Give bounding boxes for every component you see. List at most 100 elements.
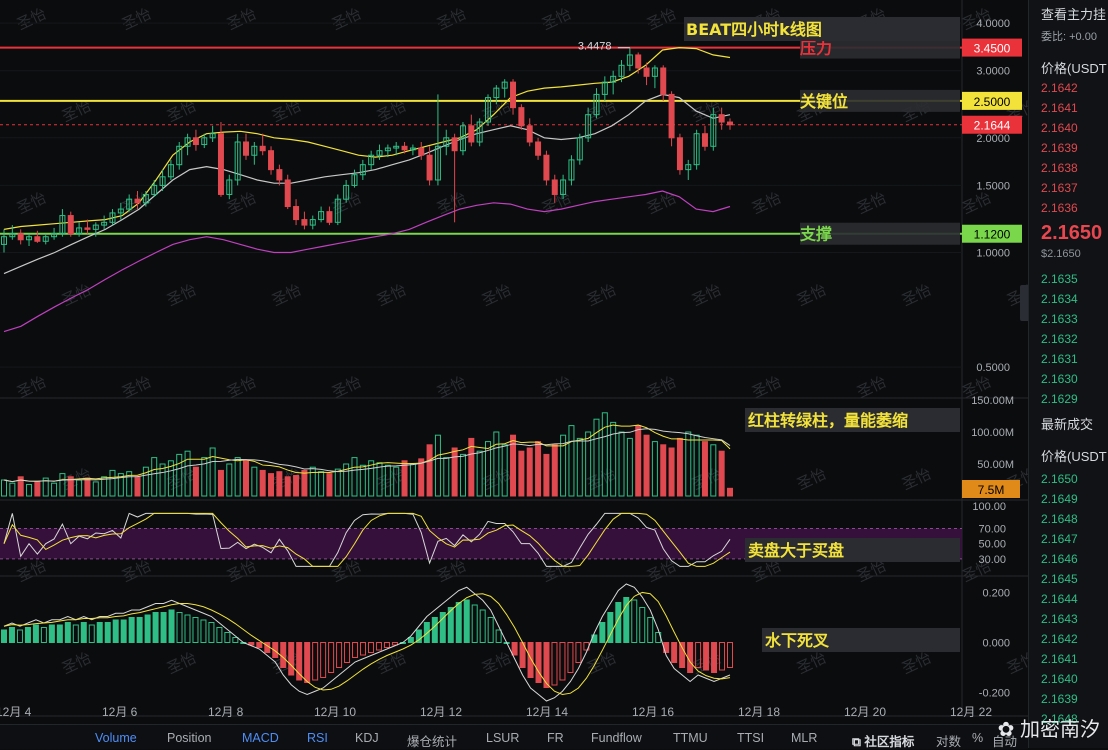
watermark-text: 圣怡 — [1005, 650, 1028, 678]
candle-body — [568, 159, 575, 181]
volume-bar — [101, 476, 108, 497]
watermark-text: 圣怡 — [330, 374, 364, 402]
level-value-bg — [962, 224, 1022, 243]
watermark-text: 圣怡 — [540, 374, 574, 402]
macd-bar — [695, 642, 702, 668]
volume-bar — [668, 447, 675, 497]
volume-bar — [693, 434, 700, 497]
bid-list: 2.1635 2.1634 2.1633 2.1632 2.1631 2.1630 2.16… — [1041, 269, 1078, 409]
candle-body — [92, 224, 99, 230]
price-tick: 1.0000 — [976, 247, 1010, 259]
macd-tick: -0.200 — [979, 688, 1010, 700]
candle-body — [67, 215, 74, 235]
tab-percent-scale[interactable]: % — [972, 731, 984, 745]
watermark-text: 圣怡 — [330, 6, 364, 34]
candle-body — [359, 164, 366, 176]
macd-bar — [168, 609, 175, 643]
macd-bar — [40, 627, 47, 643]
rsi-annotation: 卖盘大于买盘 — [748, 541, 844, 560]
bid-price: 2.1635 — [1041, 272, 1078, 286]
level-value: 3.4500 — [974, 42, 1011, 56]
candle-body — [243, 141, 249, 156]
macd-bar — [136, 617, 143, 643]
watermark-text: 圣怡 — [900, 650, 934, 678]
macd-bar — [88, 624, 95, 643]
volume-bar — [485, 441, 491, 497]
volume-tick: 150.00M — [971, 395, 1014, 407]
tab-kdj[interactable]: KDJ — [355, 731, 379, 745]
level-label: 关键位 — [800, 92, 848, 111]
macd-bar — [176, 612, 183, 643]
trade-price: 2.1650 — [1041, 472, 1078, 486]
tab-ttmu[interactable]: TTMU — [673, 731, 708, 745]
volume-bar — [401, 460, 408, 497]
tab-fundflow[interactable]: Fundflow — [591, 731, 642, 745]
watermark-text: 圣怡 — [435, 6, 469, 34]
recent-trades-title[interactable]: 最新成交 — [1041, 417, 1094, 432]
ask-price: 2.1637 — [1041, 181, 1078, 195]
tab-volume[interactable]: Volume — [95, 731, 137, 745]
x-tick: 12月 12 — [420, 705, 462, 719]
volume-bar — [109, 469, 116, 497]
macd-tick: 0.200 — [982, 588, 1010, 600]
tab-macd[interactable]: MACD — [242, 731, 279, 745]
volume-bar — [551, 444, 558, 497]
tab-liquidation-stats[interactable]: 爆仓统计 — [407, 735, 458, 749]
order-book-title: 查看主力挂 — [1041, 7, 1107, 22]
chart-title: BEAT四小时k线图 — [686, 20, 822, 39]
volume-bar — [451, 447, 458, 497]
ma-white-line — [3, 93, 731, 275]
candle-body — [618, 64, 625, 77]
volume-tick: 50.00M — [977, 459, 1014, 471]
candle-body — [526, 125, 533, 143]
tab-community-indicators[interactable]: ⧉ 社区指标 — [852, 735, 915, 749]
macd-bar — [487, 617, 494, 643]
ask-price: 2.1641 — [1041, 101, 1078, 115]
trade-price: 2.1645 — [1041, 572, 1078, 586]
candle-body — [485, 97, 491, 123]
macd-bar — [511, 642, 518, 656]
volume-bar — [209, 447, 216, 497]
candle-body — [643, 67, 650, 77]
watermark-text: 圣怡 — [15, 374, 49, 402]
ask-price: 2.1636 — [1041, 201, 1078, 215]
volume-bar — [610, 421, 617, 497]
macd-bar — [312, 642, 319, 681]
macd-bar — [192, 617, 199, 643]
tab-fr[interactable]: FR — [547, 731, 564, 745]
watermark-text: 圣怡 — [120, 374, 154, 402]
level-label-bg — [800, 89, 960, 112]
volume-bar — [67, 476, 74, 497]
candle-body — [101, 221, 108, 226]
tab-position[interactable]: Position — [167, 731, 212, 745]
macd-bar — [1, 629, 7, 643]
current-price-label: 2.1644 — [974, 119, 1011, 133]
macd-bar — [248, 642, 255, 646]
candle-body — [84, 227, 91, 230]
rsi-tick: 70.00 — [978, 524, 1006, 536]
trade-price: 2.1644 — [1041, 592, 1078, 606]
tab-auto-scale[interactable]: 自动 — [992, 735, 1018, 749]
ask-price: 2.1639 — [1041, 141, 1078, 155]
watermark-text: 圣怡 — [900, 466, 934, 494]
volume-bar — [585, 431, 592, 497]
watermark-text: 圣怡 — [15, 190, 49, 218]
panel-collapse-handle[interactable] — [1020, 285, 1028, 321]
ma-yellow-line — [3, 46, 731, 230]
watermark-text: 圣怡 — [330, 190, 364, 218]
tab-ttsi[interactable]: TTSI — [737, 731, 765, 745]
tab-lsur[interactable]: LSUR — [486, 731, 520, 745]
candle-body — [59, 215, 66, 235]
candle-body — [727, 121, 733, 126]
macd-bar — [320, 642, 327, 678]
macd-bar — [8, 627, 15, 643]
tab-rsi[interactable]: RSI — [307, 731, 328, 745]
macd-bar — [391, 642, 398, 646]
macd-bar — [96, 622, 103, 643]
volume-bar — [318, 471, 325, 497]
tab-log-scale[interactable]: 对数 — [936, 735, 962, 749]
macd-bar — [543, 642, 550, 688]
tab-mlr[interactable]: MLR — [791, 731, 818, 745]
x-tick: 12月 6 — [102, 705, 138, 719]
